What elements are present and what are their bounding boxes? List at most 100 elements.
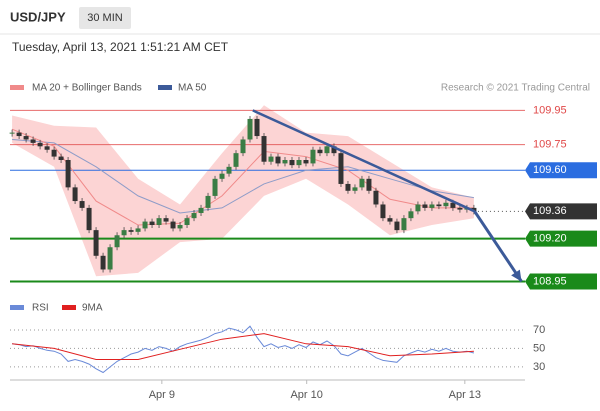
candle — [219, 173, 225, 179]
candle — [79, 201, 85, 208]
candle — [324, 146, 330, 154]
candle — [345, 183, 351, 191]
candle — [247, 118, 253, 140]
candle — [135, 228, 141, 232]
candle — [373, 190, 379, 205]
candle — [177, 225, 183, 229]
y-tick-label: 30 — [533, 361, 545, 373]
level-tag — [525, 162, 597, 179]
candle — [142, 221, 148, 229]
candle — [58, 156, 64, 160]
legend-swatch — [62, 305, 76, 310]
legend-label: MA 50 — [178, 83, 207, 94]
credit: Research © 2021 Trading Central — [441, 83, 590, 94]
candle — [429, 204, 435, 208]
legend-swatch — [10, 305, 24, 310]
candle — [366, 178, 372, 191]
candle — [233, 153, 239, 167]
candle — [86, 207, 92, 231]
trendline — [252, 109, 476, 213]
candle — [289, 160, 295, 166]
arrow-head — [511, 269, 522, 282]
candle — [296, 160, 302, 166]
bollinger-band — [12, 105, 474, 277]
timeframe-box — [79, 7, 131, 29]
candle — [408, 211, 414, 219]
candle — [387, 218, 393, 222]
candle — [457, 207, 463, 210]
candle — [331, 146, 337, 154]
candle — [191, 213, 197, 219]
x-tick-label: Apr 10 — [290, 389, 322, 401]
ma50-line — [12, 139, 474, 214]
rsi-line — [12, 333, 474, 360]
candle — [156, 218, 162, 225]
candle — [310, 149, 316, 164]
rsi-line — [12, 325, 475, 374]
candle — [282, 160, 288, 164]
candle — [352, 187, 358, 191]
level-label: 109.20 — [533, 233, 567, 245]
candle — [170, 221, 176, 229]
level-label: 109.95 — [533, 104, 567, 116]
level-label: 108.95 — [533, 275, 567, 287]
candle — [261, 136, 267, 162]
ma20-line — [11, 128, 474, 226]
candle — [254, 118, 260, 137]
legend-label: 9MA — [82, 303, 103, 314]
level-tag — [525, 273, 597, 290]
candle — [212, 178, 218, 196]
candle — [436, 204, 442, 207]
candle — [72, 187, 78, 202]
level-label: 109.36 — [533, 205, 567, 217]
candle — [114, 235, 120, 248]
candle — [415, 204, 421, 212]
candle — [37, 142, 43, 147]
x-tick-label: Apr 13 — [449, 389, 481, 401]
candle — [9, 132, 15, 134]
legend-label: MA 20 + Bollinger Bands — [32, 83, 142, 94]
candle — [51, 149, 57, 157]
candle — [184, 218, 190, 225]
candle — [338, 153, 344, 184]
y-tick-label: 50 — [533, 342, 545, 354]
candle — [240, 139, 246, 154]
legend-swatch — [158, 85, 172, 90]
timeframe: 30 MIN — [87, 12, 123, 24]
candle — [65, 160, 71, 188]
x-tick-label: Apr 9 — [149, 389, 175, 401]
level-label: 109.75 — [533, 139, 567, 151]
legend-label: RSI — [32, 303, 49, 314]
candle — [93, 230, 99, 256]
candle — [275, 156, 281, 164]
level-tag — [525, 230, 597, 247]
candle — [149, 221, 155, 225]
symbol: USD/JPY — [10, 9, 66, 24]
candle — [163, 218, 169, 222]
candle — [450, 202, 456, 208]
candle — [198, 207, 204, 214]
y-tick-label: 70 — [533, 324, 545, 336]
candle — [317, 149, 323, 154]
candle — [471, 207, 477, 212]
candle — [205, 195, 211, 208]
legend-swatch — [10, 85, 24, 90]
candle — [380, 204, 386, 219]
arrow — [473, 210, 523, 283]
timestamp: Tuesday, April 13, 2021 1:51:21 AM CET — [12, 40, 229, 54]
candle — [121, 230, 127, 236]
candle — [268, 156, 274, 162]
level-tag — [525, 203, 597, 220]
candle — [44, 146, 50, 150]
level-label: 109.60 — [533, 164, 567, 176]
candle — [128, 230, 134, 232]
candle — [226, 166, 232, 174]
candle — [443, 202, 449, 207]
candle — [303, 160, 309, 164]
candle — [359, 178, 365, 188]
candle — [23, 136, 29, 140]
candle — [30, 139, 36, 143]
candle — [107, 247, 113, 270]
candle — [401, 218, 407, 231]
